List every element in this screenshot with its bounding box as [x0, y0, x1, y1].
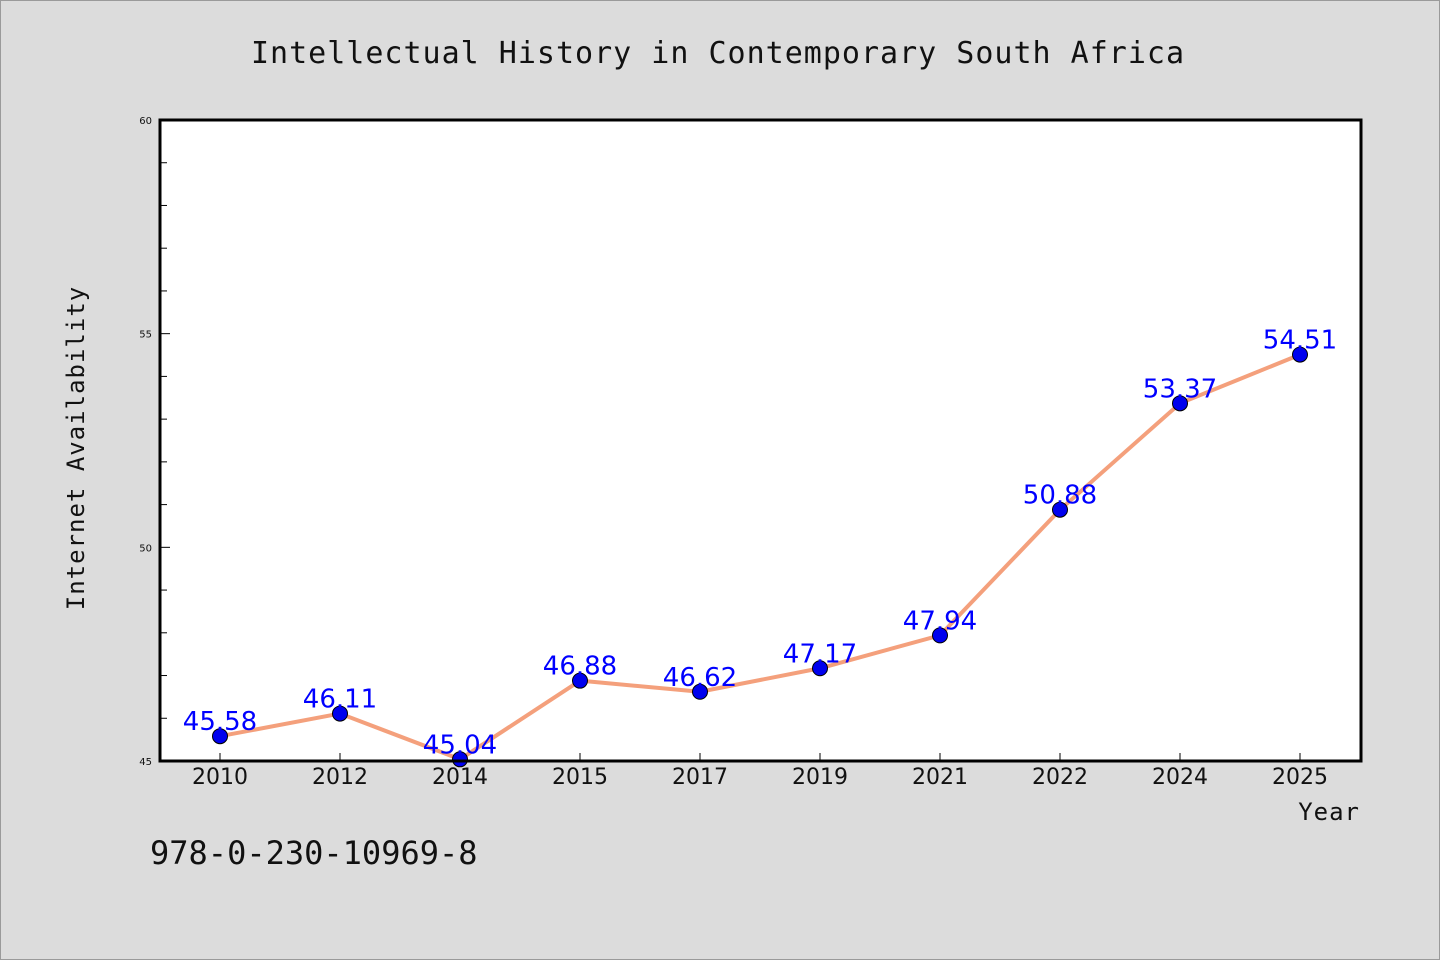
- data-point: [692, 683, 708, 700]
- x-tick-label: 2017: [672, 765, 728, 790]
- y-tick-label: 55: [139, 330, 152, 341]
- data-point: [212, 728, 228, 745]
- y-tick-label: 50: [139, 543, 152, 554]
- data-label: 45.58: [183, 707, 257, 737]
- data-label: 47.17: [783, 639, 857, 669]
- x-axis-label: Year: [1298, 798, 1360, 826]
- plot-area: [160, 120, 1361, 761]
- data-point: [812, 660, 828, 677]
- data-label: 45.04: [423, 730, 497, 760]
- data-point: [452, 751, 468, 768]
- plot-border: [158, 118, 1363, 763]
- x-tick-label: 2021: [912, 765, 968, 790]
- data-label: 50.88: [1023, 481, 1097, 511]
- data-point: [1292, 346, 1308, 363]
- data-labels: 45.58 46.11 45.04 46.88 46.62 47.17 47.94 50.88…: [183, 326, 1337, 761]
- data-point: [332, 705, 348, 722]
- data-label: 46.11: [303, 685, 377, 715]
- x-axis: 2010 2012 2014 2015 2017 2019 2021 2022 2024 2025: [192, 753, 1328, 790]
- data-label: 46.62: [663, 663, 737, 693]
- data-point: [932, 627, 948, 644]
- x-tick-label: 2025: [1272, 765, 1328, 790]
- data-label: 54.51: [1263, 326, 1337, 356]
- data-series: [212, 346, 1308, 768]
- data-label: 53.37: [1143, 374, 1217, 404]
- data-label: 46.88: [543, 652, 617, 682]
- y-axis-label: Internet Availability: [62, 286, 90, 610]
- x-tick-label: 2024: [1152, 765, 1208, 790]
- data-point: [1052, 501, 1068, 518]
- x-tick-label: 2012: [312, 765, 368, 790]
- y-tick-label: 60: [139, 116, 152, 127]
- x-tick-label: 2010: [192, 765, 248, 790]
- x-tick-label: 2019: [792, 765, 848, 790]
- chart-title: Intellectual History in Contemporary Sou…: [251, 36, 1185, 71]
- y-tick-label: 45: [139, 757, 152, 768]
- data-point: [1172, 395, 1188, 412]
- data-point: [572, 672, 588, 689]
- x-tick-label: 2022: [1032, 765, 1088, 790]
- data-label: 47.94: [903, 606, 977, 636]
- x-tick-label: 2014: [432, 765, 488, 790]
- x-tick-label: 2015: [552, 765, 608, 790]
- isbn-text: 978-0-230-10969-8: [150, 834, 478, 872]
- series-line: [219, 352, 1301, 762]
